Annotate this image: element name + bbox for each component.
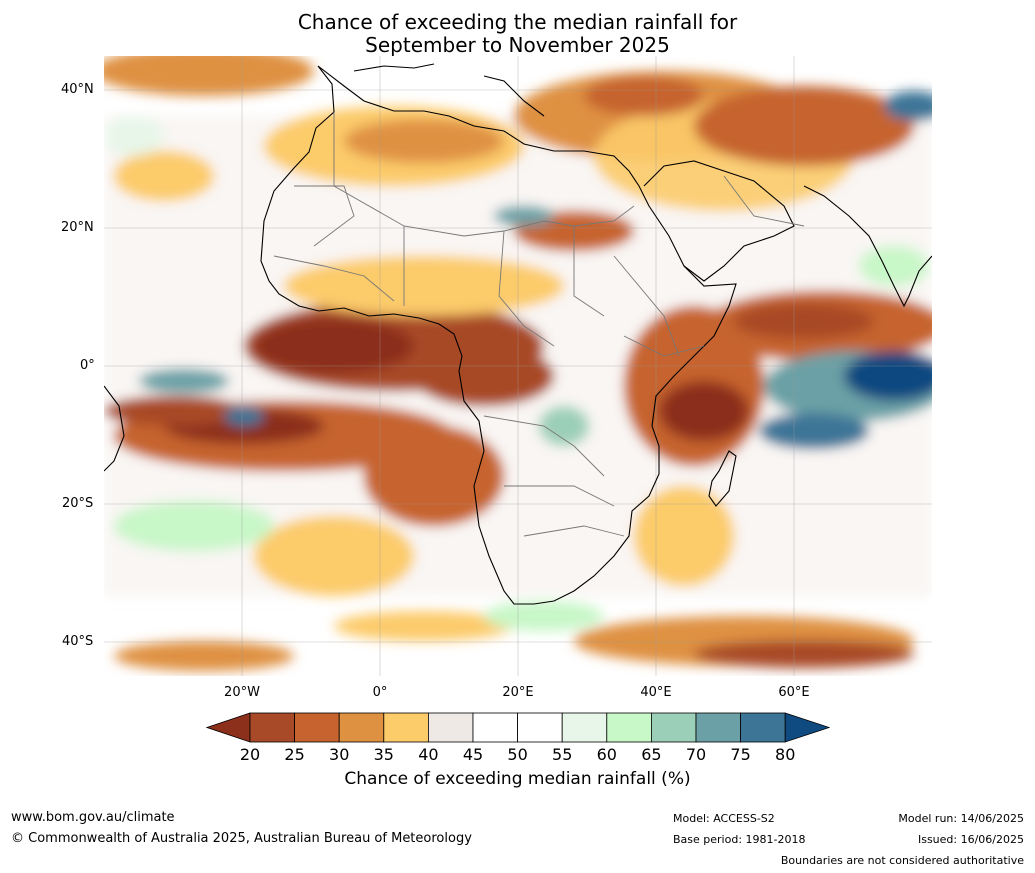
rainfall-outlook-map — [104, 56, 932, 676]
lat-label-40n: 40°N — [61, 82, 94, 97]
lon-label-40e: 40°E — [640, 685, 672, 700]
colorbar-tick-label: 25 — [284, 745, 305, 764]
graticule — [104, 56, 932, 676]
colorbar-segment — [472, 712, 518, 743]
colorbar-tick-label: 20 — [239, 745, 261, 764]
colorbar-segment — [338, 712, 385, 743]
lon-label-20e: 20°E — [502, 685, 534, 700]
colorbar — [206, 712, 830, 743]
lat-label-40s: 40°S — [62, 634, 94, 649]
colorbar-tick-label: 80 — [775, 745, 796, 764]
footer-issued: Issued: 16/06/2025 — [917, 833, 1024, 846]
colorbar-tick-label: 45 — [462, 745, 484, 764]
coastlines — [104, 63, 932, 605]
colorbar-tick-label: 65 — [641, 745, 662, 764]
colorbar-tick-label: 50 — [507, 745, 528, 764]
colorbar-tick-label: 30 — [329, 745, 350, 764]
colorbar-arrow-high — [784, 712, 830, 743]
colorbar-label: Chance of exceeding median rainfall (%) — [344, 769, 691, 789]
footer-copyright: © Commonwealth of Australia 2025, Austra… — [11, 831, 472, 846]
country-borders — [273, 112, 805, 537]
colorbar-tick-label: 75 — [730, 745, 751, 764]
lat-label-equator: 0° — [80, 358, 95, 373]
colorbar-tick-label: 70 — [685, 745, 707, 764]
colorbar-segment — [294, 712, 340, 743]
colorbar-segment — [249, 712, 295, 743]
map-title-line2: September to November 2025 — [365, 33, 670, 57]
lat-label-20n: 20°N — [61, 220, 94, 235]
lon-label-0: 0° — [372, 685, 388, 700]
colorbar-segment — [427, 712, 474, 743]
lon-label-20w: 20°W — [224, 685, 260, 700]
lat-label-20s: 20°S — [62, 496, 94, 511]
map-svg — [104, 56, 932, 676]
colorbar-tick-label: 35 — [373, 745, 394, 764]
colorbar-segment — [695, 712, 741, 743]
colorbar-segment — [740, 712, 786, 743]
map-title-line1: Chance of exceeding the median rainfall … — [297, 10, 738, 34]
colorbar-segment — [606, 712, 652, 743]
colorbar-tick-label: 55 — [552, 745, 573, 764]
footer-url: www.bom.gov.au/climate — [11, 810, 175, 825]
colorbar-arrow-low — [206, 712, 251, 743]
footer-model-run: Model run: 14/06/2025 — [898, 812, 1024, 825]
colorbar-segment — [561, 712, 608, 743]
colorbar-segment — [383, 712, 429, 743]
footer-base-period: Base period: 1981-2018 — [673, 833, 806, 846]
footer-model: Model: ACCESS-S2 — [673, 812, 775, 825]
footer-disclaimer: Boundaries are not considered authoritat… — [780, 854, 1024, 867]
colorbar-segment — [650, 712, 697, 743]
colorbar-segment — [517, 712, 563, 743]
colorbar-tick-label: 60 — [596, 745, 617, 764]
colorbar-tick-label: 40 — [418, 745, 439, 764]
lon-label-60e: 60°E — [778, 685, 810, 700]
